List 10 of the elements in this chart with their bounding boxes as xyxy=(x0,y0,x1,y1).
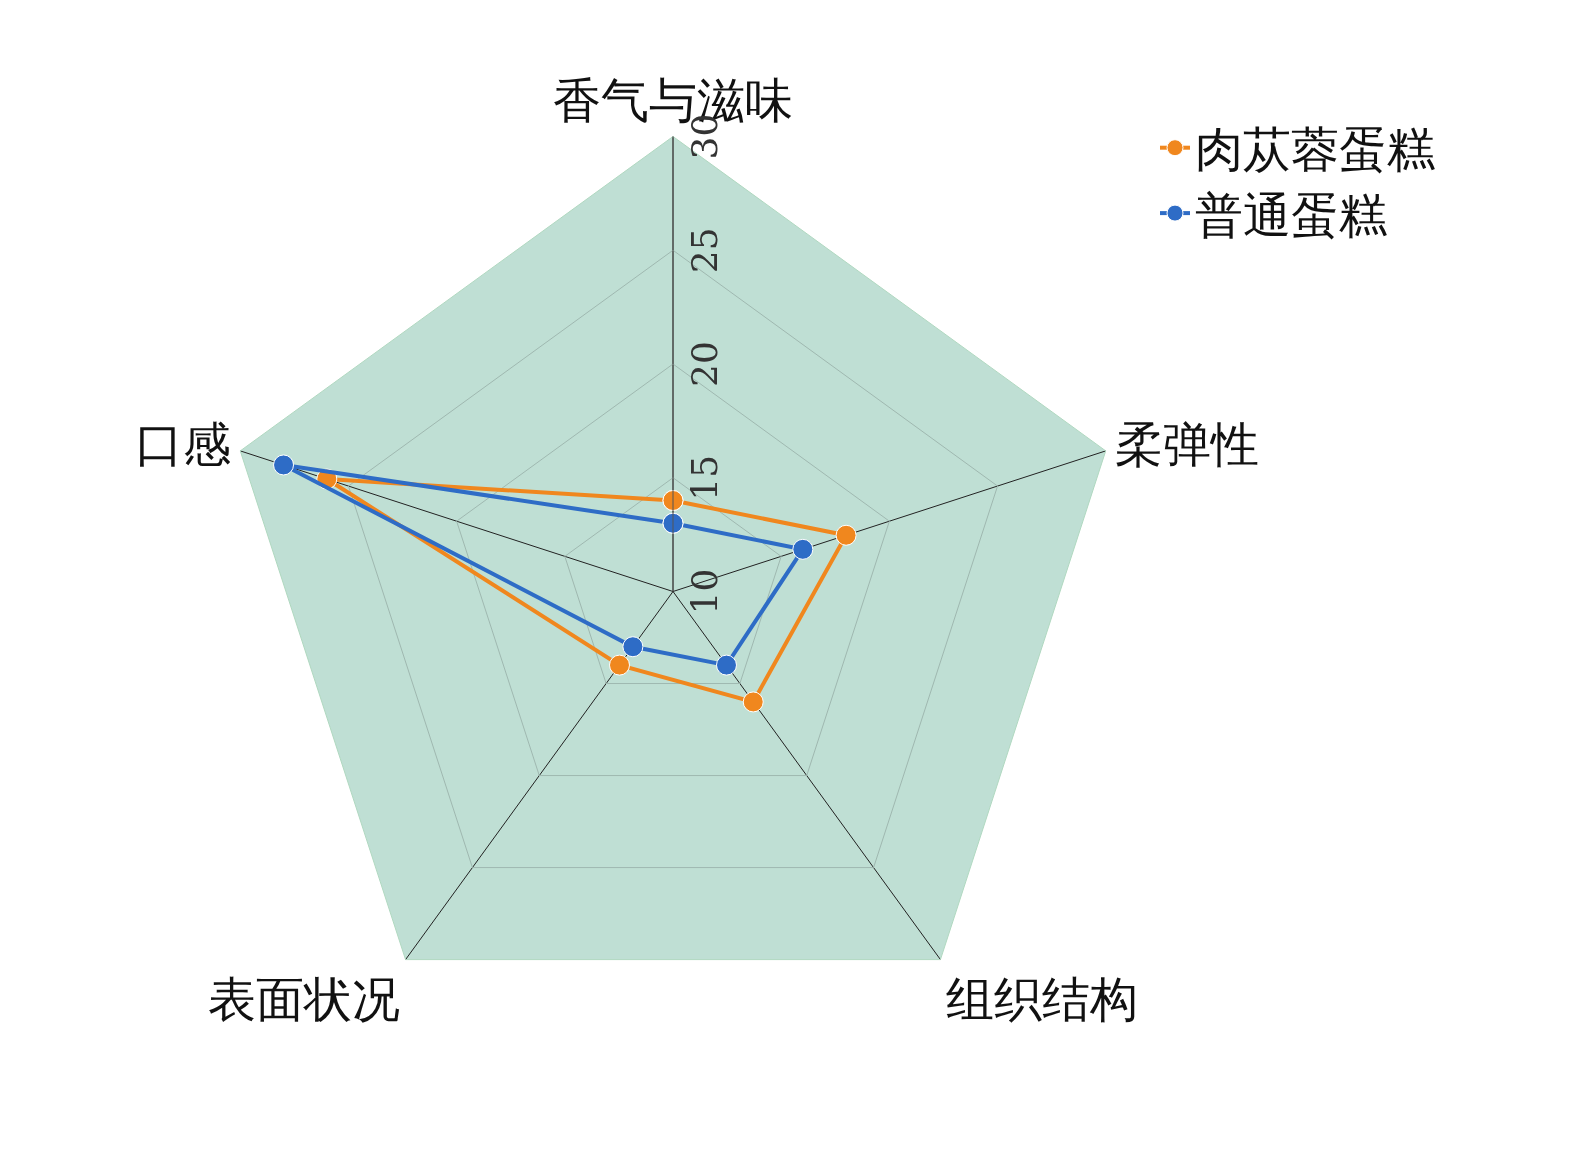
spoke-label: 表面状况 xyxy=(207,971,400,1028)
spoke-label: 口感 xyxy=(134,415,231,472)
y-tick-label: 20 xyxy=(683,341,725,387)
y-tick-label: 15 xyxy=(683,454,725,501)
spoke-label: 柔弹性 xyxy=(1115,415,1260,472)
y-tick-label: 10 xyxy=(683,568,725,615)
y-tick-label: 25 xyxy=(683,227,725,274)
legend-label: 肉苁蓉蛋糕 xyxy=(1195,121,1435,178)
legend-label: 普通蛋糕 xyxy=(1195,186,1387,243)
spoke-label: 组织结构 xyxy=(946,971,1139,1028)
